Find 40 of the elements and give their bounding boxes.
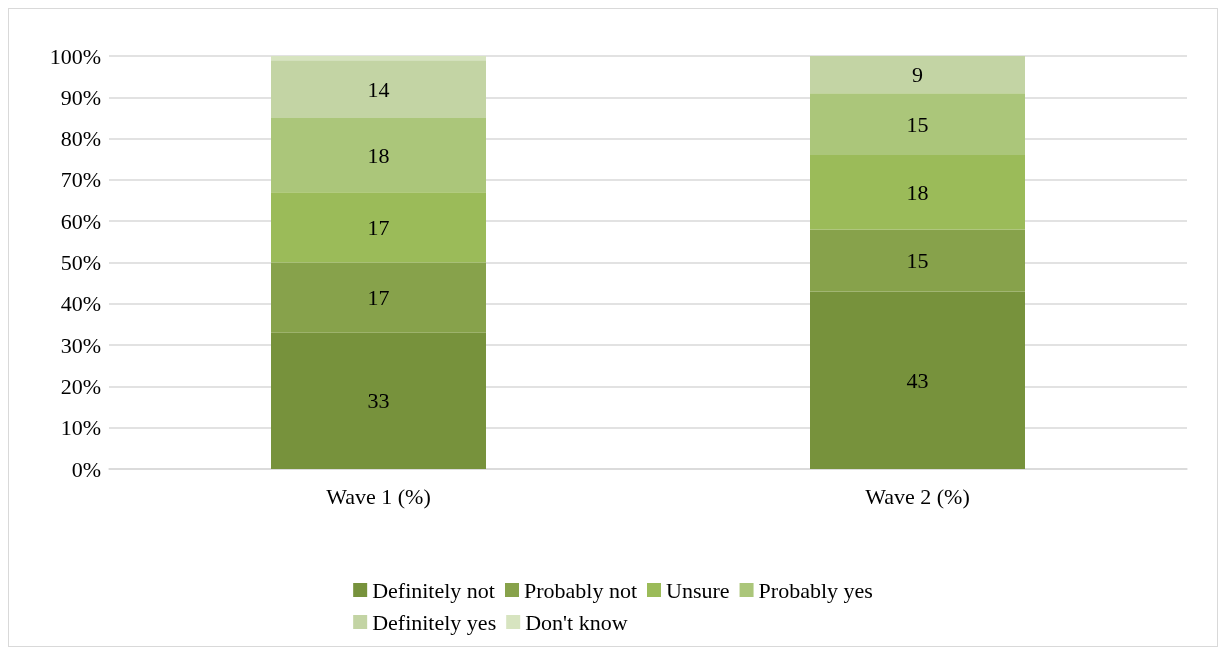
y-tick-label: 100% [49, 43, 101, 69]
legend-label: Probably not [523, 577, 638, 603]
data-label: 9 [912, 62, 923, 88]
legend-label: Unsure [666, 577, 730, 603]
data-label: 17 [367, 285, 390, 311]
y-tick-label: 60% [60, 208, 101, 234]
bar [271, 332, 486, 469]
y-tick-label: 80% [60, 126, 101, 152]
data-label: 15 [906, 111, 929, 137]
data-label: 14 [367, 76, 390, 102]
data-label: 18 [367, 142, 390, 168]
bar [810, 229, 1025, 292]
bar [271, 60, 486, 118]
y-tick-label: 50% [60, 250, 101, 275]
bar [271, 117, 486, 193]
bar [271, 56, 486, 61]
bar [271, 262, 486, 333]
legend-label: Definitely not [372, 577, 495, 603]
bar [810, 291, 1025, 469]
data-label: 33 [367, 388, 390, 414]
legend-label: Definitely yes [372, 609, 497, 635]
y-tick-label: 90% [60, 84, 101, 110]
x-tick-label: Wave 2 (%) [865, 483, 970, 509]
bar [271, 192, 486, 263]
y-tick-label: 70% [60, 167, 101, 193]
bar [810, 93, 1025, 156]
y-tick-label: 30% [60, 332, 101, 358]
x-tick-label: Wave 1 (%) [326, 483, 431, 509]
legend-label: Probably yes [758, 577, 873, 603]
y-tick-label: 10% [60, 415, 101, 441]
data-label: 17 [367, 214, 390, 240]
legend-label: Don't know [525, 609, 628, 635]
data-label: 15 [906, 247, 929, 273]
bar [810, 155, 1025, 230]
y-tick-label: 0% [71, 456, 101, 482]
data-label: 18 [906, 179, 929, 205]
y-tick-label: 40% [60, 291, 101, 317]
data-label: 43 [906, 367, 929, 393]
y-tick-label: 20% [60, 373, 101, 399]
bar [810, 56, 1025, 94]
